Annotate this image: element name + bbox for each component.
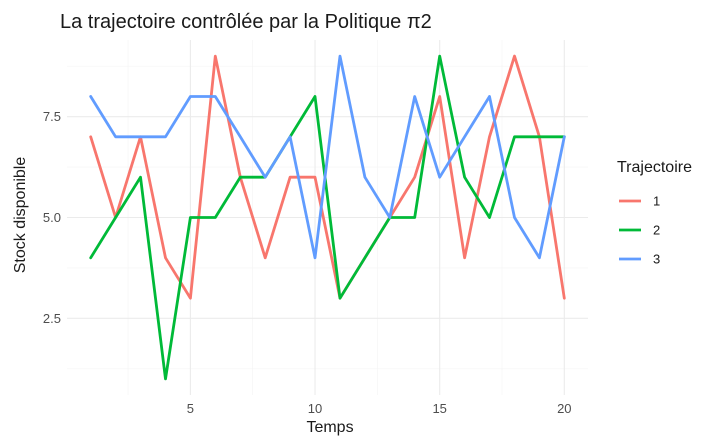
chart-title: La trajectoire contrôlée par la Politiqu… — [60, 11, 432, 33]
legend-title: Trajectoire — [617, 159, 692, 176]
series-line-2 — [89, 54, 566, 381]
legend-label-1: 1 — [653, 194, 660, 209]
x-axis-title: Temps — [306, 419, 353, 436]
legend-label-2: 2 — [653, 223, 660, 238]
series-line-3 — [89, 54, 566, 260]
series-line-1 — [89, 54, 566, 300]
y-tick-label: 2.5 — [43, 311, 61, 326]
y-tick-label: 7.5 — [43, 109, 61, 124]
x-tick-label: 15 — [432, 401, 446, 416]
y-tick-label: 5.0 — [43, 210, 61, 225]
x-tick-label: 5 — [187, 401, 194, 416]
legend-label-3: 3 — [653, 252, 660, 267]
x-tick-label: 10 — [308, 401, 322, 416]
x-tick-labels: 5 10 15 20 — [187, 401, 572, 416]
legend: Trajectoire 1 2 3 — [617, 159, 692, 267]
series-lines — [89, 54, 566, 381]
y-tick-labels: 2.5 5.0 7.5 — [43, 109, 61, 326]
y-axis-title: Stock disponible — [12, 157, 29, 274]
x-tick-label: 20 — [557, 401, 571, 416]
